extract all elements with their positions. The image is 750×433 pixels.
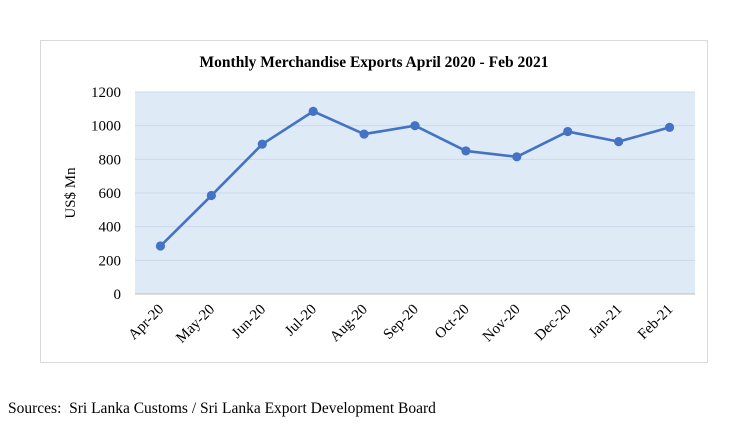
series-line	[155, 106, 675, 251]
data-point	[359, 129, 369, 139]
x-tick-label: Feb-21	[635, 302, 676, 343]
data-point	[563, 126, 573, 137]
data-point	[512, 152, 522, 162]
x-tick-label: Aug-20	[327, 302, 371, 346]
y-axis-label: US$ Mn	[63, 167, 79, 219]
chart-frame: Monthly Merchandise Exports April 2020 -…	[40, 40, 708, 363]
y-axis-ticks: 0 200 400 600 800 1000 1200	[91, 85, 121, 303]
data-point	[410, 121, 420, 131]
data-point	[461, 146, 471, 156]
x-tick-label: Oct-20	[432, 302, 473, 343]
data-point	[257, 139, 267, 149]
x-tick-label: May-20	[173, 302, 218, 347]
y-tick-label: 0	[114, 287, 122, 303]
x-tick-label: Sep-20	[380, 302, 421, 343]
x-tick-label: Dec-20	[532, 302, 575, 345]
line-chart: 0 200 400 600 800 1000 1200 Apr-20 May-20 Jun-20…	[63, 85, 695, 347]
data-point	[155, 241, 166, 251]
y-tick-label: 200	[99, 253, 122, 269]
data-point	[614, 137, 624, 147]
data-point	[308, 106, 318, 116]
x-tick-label: Jan-21	[586, 302, 626, 342]
x-tick-label: Nov-20	[480, 302, 524, 346]
data-point	[206, 190, 216, 201]
x-tick-label: Apr-20	[126, 302, 168, 344]
y-tick-label: 600	[99, 186, 122, 202]
gridlines	[135, 91, 695, 295]
y-tick-label: 1200	[91, 85, 121, 101]
y-tick-label: 400	[99, 220, 122, 236]
chart-title: Monthly Merchandise Exports April 2020 -…	[199, 54, 549, 71]
source-note: Sources: Sri Lanka Customs / Sri Lanka E…	[8, 400, 436, 417]
y-tick-label: 800	[99, 152, 122, 168]
x-axis-ticks: Apr-20 May-20 Jun-20 Jul-20 Aug-20 Sep-20 Oct-…	[126, 302, 677, 347]
x-tick-label: Jun-20	[229, 302, 269, 342]
x-tick-label: Jul-20	[282, 302, 320, 340]
data-point	[664, 122, 675, 132]
y-tick-label: 1000	[91, 119, 121, 135]
